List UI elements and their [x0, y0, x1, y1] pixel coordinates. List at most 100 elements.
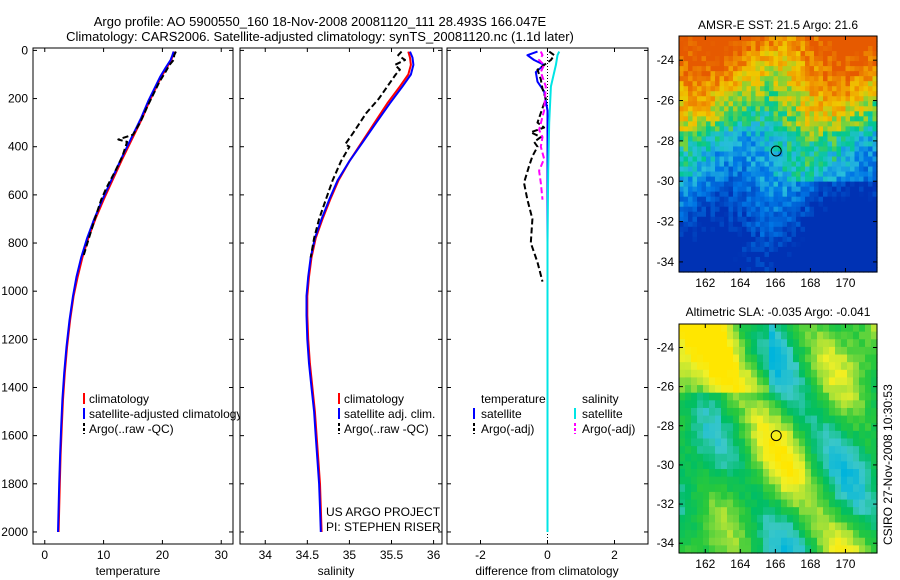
- heatmap-cell: [872, 181, 878, 188]
- heatmap-cell: [751, 236, 757, 243]
- heatmap-cell: [739, 453, 746, 462]
- heatmap-cell: [872, 56, 878, 62]
- heatmap-cell: [832, 61, 838, 67]
- heatmap-cell: [799, 377, 806, 386]
- heatmap-cell: [679, 96, 685, 102]
- heatmap-cell: [799, 453, 806, 462]
- heatmap-cell: [799, 354, 806, 363]
- heatmap-cell: [859, 324, 866, 333]
- heatmap-cell: [805, 453, 812, 462]
- heatmap-cell: [811, 522, 818, 531]
- heatmap-cell: [755, 176, 761, 183]
- heatmap-cell: [724, 161, 730, 168]
- heatmap-cell: [679, 392, 686, 401]
- heatmap-cell: [823, 415, 830, 424]
- heatmap-cell: [688, 201, 694, 208]
- heatmap-cell: [760, 101, 766, 107]
- heatmap-cell: [728, 231, 734, 238]
- heatmap-cell: [755, 236, 761, 243]
- heatmap-cell: [845, 76, 851, 82]
- heatmap-cell: [782, 161, 788, 168]
- heatmap-cell: [769, 407, 776, 417]
- heatmap-cell: [796, 206, 802, 213]
- heatmap-cell: [791, 236, 797, 243]
- heatmap-cell: [746, 131, 752, 138]
- heatmap-cell: [697, 537, 704, 546]
- heatmap-cell: [845, 91, 851, 97]
- heatmap-cell: [823, 96, 829, 102]
- heatmap-cell: [773, 221, 779, 228]
- heatmap-cell: [859, 176, 865, 183]
- heatmap-cell: [868, 106, 874, 112]
- heatmap-cell: [728, 266, 734, 273]
- heatmap-cell: [809, 176, 815, 183]
- heatmap-cell: [859, 369, 866, 379]
- heatmap-cell: [854, 176, 860, 183]
- heatmap-cell: [827, 71, 833, 77]
- heatmap-cell: [787, 186, 793, 193]
- heatmap-cell: [733, 56, 739, 62]
- heatmap-cell: [818, 156, 824, 163]
- heatmap-cell: [791, 191, 797, 198]
- heatmap-cell: [709, 476, 716, 485]
- heatmap-cell: [859, 446, 866, 455]
- heatmap-cell: [710, 36, 716, 42]
- y-tick-label: -24: [657, 340, 675, 354]
- heatmap-cell: [764, 196, 770, 203]
- heatmap-cell: [871, 507, 878, 516]
- heatmap-cell: [863, 266, 869, 273]
- heatmap-cell: [751, 206, 757, 213]
- heatmap-cell: [809, 61, 815, 67]
- heatmap-cell: [757, 346, 764, 356]
- heatmap-cell: [805, 231, 811, 238]
- heatmap-cell: [746, 171, 752, 178]
- heatmap-cell: [863, 201, 869, 208]
- heatmap-cell: [733, 151, 739, 158]
- heatmap-cell: [742, 91, 748, 97]
- heatmap-cell: [827, 261, 833, 268]
- heatmap-cell: [791, 126, 797, 132]
- heatmap-cell: [679, 241, 685, 248]
- heatmap-cell: [859, 507, 866, 516]
- heatmap-cell: [781, 545, 788, 554]
- heatmap-cell: [865, 354, 872, 363]
- heatmap-cell: [805, 369, 812, 379]
- heatmap-cell: [742, 66, 748, 72]
- heatmap-cell: [724, 41, 730, 47]
- heatmap-cell: [769, 231, 775, 238]
- heatmap-cell: [853, 499, 860, 508]
- heatmap-cell: [823, 507, 830, 516]
- heatmap-cell: [757, 507, 764, 516]
- heatmap-cell: [746, 61, 752, 67]
- heatmap-cell: [688, 266, 694, 273]
- heatmap-cell: [760, 211, 766, 218]
- heatmap-cell: [737, 151, 743, 158]
- heatmap-cell: [859, 171, 865, 178]
- heatmap-cell: [746, 256, 752, 263]
- heatmap-cell: [764, 216, 770, 223]
- heatmap-cell: [859, 56, 865, 62]
- heatmap-cell: [850, 251, 856, 258]
- heatmap-cell: [737, 256, 743, 263]
- heatmap-cell: [688, 181, 694, 188]
- heatmap-cell: [863, 251, 869, 258]
- heatmap-cell: [724, 136, 730, 143]
- heatmap-cell: [755, 151, 761, 158]
- heatmap-cell: [733, 369, 740, 379]
- heatmap-cell: [787, 146, 793, 153]
- heatmap-cell: [809, 206, 815, 213]
- heatmap-cell: [769, 41, 775, 47]
- x-tick-label: 170: [835, 557, 855, 571]
- heatmap-cell: [724, 226, 730, 233]
- heatmap-cell: [763, 331, 770, 340]
- heatmap-cell: [809, 86, 815, 92]
- heatmap-cell: [742, 61, 748, 67]
- heatmap-cell: [773, 236, 779, 243]
- heatmap-cell: [745, 499, 752, 508]
- heatmap-cell: [721, 507, 728, 516]
- heatmap-cell: [685, 499, 692, 508]
- heatmap-cell: [679, 211, 685, 218]
- heatmap-cell: [697, 106, 703, 112]
- heatmap-cell: [868, 241, 874, 248]
- heatmap-cell: [850, 156, 856, 163]
